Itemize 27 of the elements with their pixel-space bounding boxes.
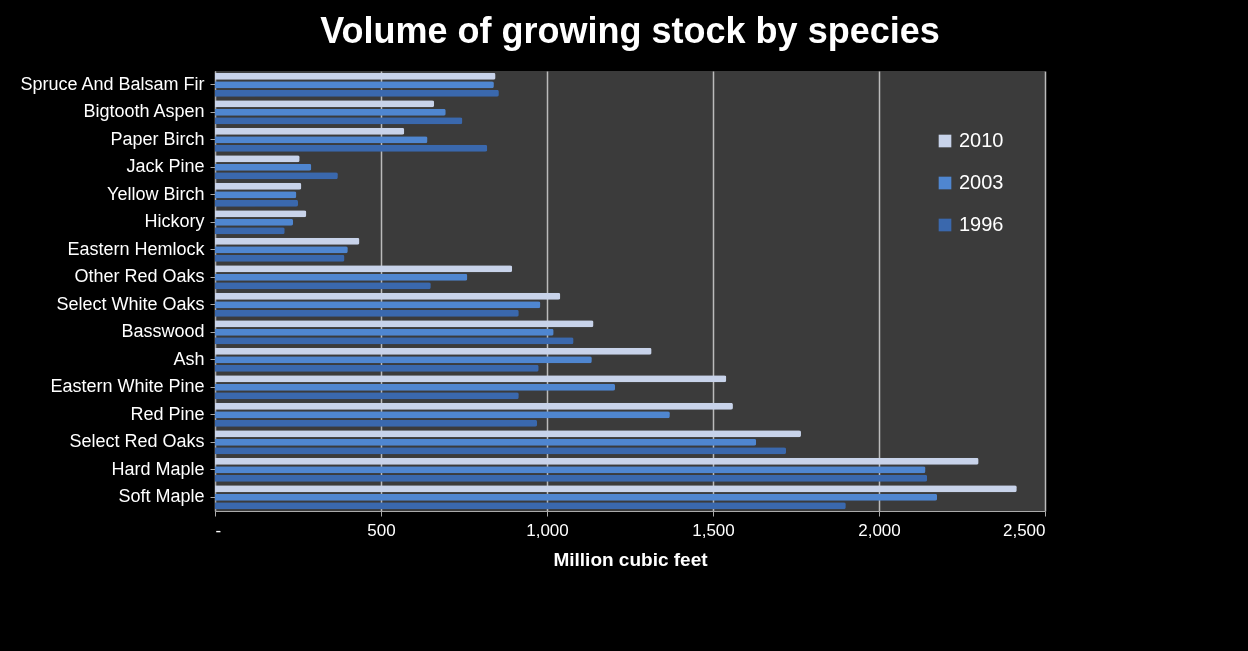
y-tick-label: Select White Oaks bbox=[56, 293, 205, 314]
y-tick-label: Hard Maple bbox=[111, 458, 205, 479]
y-tick-label: Select Red Oaks bbox=[69, 431, 205, 452]
x-tick-label: 1,000 bbox=[526, 520, 569, 540]
y-tick-label: Other Red Oaks bbox=[74, 266, 205, 287]
y-tick-label: Soft Maple bbox=[118, 486, 205, 507]
legend-label: 2010 bbox=[959, 129, 1004, 151]
x-tick-label: 500 bbox=[367, 520, 396, 540]
y-tick-label: Paper Birch bbox=[110, 128, 205, 149]
y-tick-label: Yellow Birch bbox=[107, 183, 205, 204]
legend-label: 2003 bbox=[959, 171, 1004, 193]
x-tick-label: 1,500 bbox=[692, 520, 735, 540]
y-tick-label: Hickory bbox=[144, 211, 205, 232]
y-tick-label: Eastern Hemlock bbox=[67, 238, 206, 259]
x-tick-label: 2,000 bbox=[858, 520, 901, 540]
y-tick-label: Bigtooth Aspen bbox=[83, 101, 205, 122]
y-tick-label: Eastern White Pine bbox=[50, 376, 205, 397]
x-tick-label: 2,500 bbox=[1002, 520, 1046, 540]
y-tick-label: Ash bbox=[173, 348, 205, 369]
y-tick-label: Red Pine bbox=[130, 403, 205, 424]
y-tick-label: Spruce And Balsam Fir bbox=[20, 73, 205, 94]
y-tick-label: Basswood bbox=[121, 321, 205, 342]
x-tick-label: - bbox=[215, 520, 222, 540]
chart-title: Volume of growing stock by species bbox=[320, 10, 940, 51]
x-axis-title: Million cubic feet bbox=[553, 548, 709, 570]
y-tick-label: Jack Pine bbox=[126, 156, 205, 177]
legend-label: 1996 bbox=[959, 213, 1004, 235]
